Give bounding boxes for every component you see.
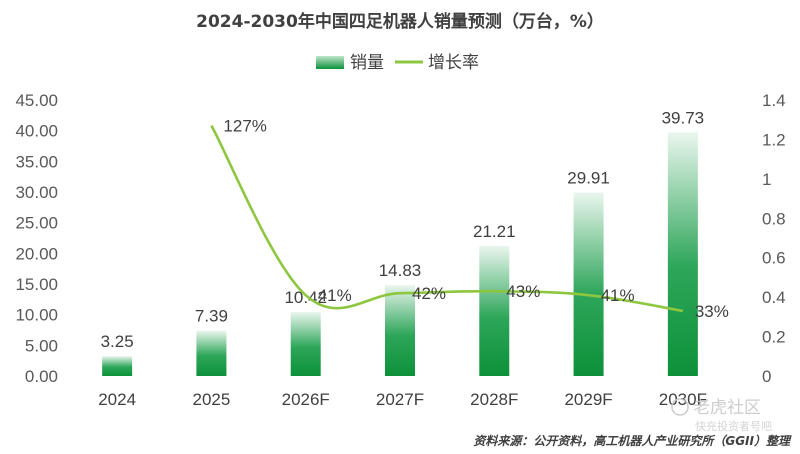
bar <box>196 330 227 376</box>
y-axis-right: 0 0.2 0.4 0.6 0.8 1 1.2 1.4 <box>762 91 786 386</box>
y-left-tick: 25.00 <box>15 214 58 233</box>
y-axis-left: 0.00 5.00 10.00 15.00 20.00 25.00 30.00 35.00 40… <box>15 91 58 386</box>
x-tick: 2025 <box>193 390 231 409</box>
x-tick: 2029F <box>564 390 612 409</box>
y-right-tick: 1 <box>762 170 771 189</box>
y-left-tick: 15.00 <box>15 275 58 294</box>
bars <box>102 132 698 376</box>
bar-label: 14.83 <box>379 261 422 280</box>
legend-swatch-bar <box>316 56 344 69</box>
x-tick: 2027F <box>376 390 424 409</box>
growth-line <box>210 124 684 313</box>
bar <box>573 192 604 376</box>
bar-label: 39.73 <box>662 108 705 127</box>
growth-label: 42% <box>412 284 446 303</box>
y-right-tick: 1.4 <box>762 91 786 110</box>
y-left-tick: 40.00 <box>15 122 58 141</box>
y-right-tick: 0.2 <box>762 328 786 347</box>
bar <box>102 356 133 376</box>
y-right-tick: 0.6 <box>762 249 786 268</box>
growth-label: 41% <box>318 286 352 305</box>
y-right-tick: 1.2 <box>762 130 786 149</box>
bar <box>290 312 321 376</box>
bar-label: 29.91 <box>567 169 610 188</box>
bar <box>479 245 510 376</box>
x-tick: 2024 <box>98 390 136 409</box>
growth-labels: 127% 41% 42% 43% 41% 33% <box>223 117 728 321</box>
growth-label: 127% <box>223 117 266 136</box>
x-axis: 2024 2025 2026F 2027F 2028F 2029F 2030F <box>98 390 707 409</box>
source-note: 资料来源：公开资料，高工机器人产业研究所（GGII）整理 <box>473 434 792 448</box>
bar <box>667 132 698 376</box>
growth-label: 33% <box>695 302 729 321</box>
y-left-tick: 10.00 <box>15 306 58 325</box>
watermark: 老虎社区 快充投资者号吧 <box>671 398 772 433</box>
tiger-logo-icon <box>671 398 689 416</box>
y-left-tick: 0.00 <box>25 367 58 386</box>
bar <box>385 285 415 376</box>
legend-label-line: 增长率 <box>428 53 479 73</box>
y-left-tick: 45.00 <box>15 91 58 110</box>
bar-label: 3.25 <box>101 332 134 351</box>
x-tick: 2028F <box>470 390 518 409</box>
y-left-tick: 35.00 <box>15 152 58 171</box>
watermark-main: 老虎社区 <box>693 398 761 418</box>
y-right-tick: 0.4 <box>762 288 786 307</box>
growth-label: 41% <box>601 286 635 305</box>
y-left-tick: 30.00 <box>15 183 58 202</box>
y-right-tick: 0 <box>762 367 771 386</box>
growth-label: 43% <box>506 282 540 301</box>
growth-line-path <box>210 124 684 313</box>
x-tick: 2026F <box>282 390 330 409</box>
bar-label: 21.21 <box>473 222 516 241</box>
watermark-sub: 快充投资者号吧 <box>695 419 772 433</box>
y-left-tick: 20.00 <box>15 244 58 263</box>
y-left-tick: 5.00 <box>25 336 58 355</box>
y-right-tick: 0.8 <box>762 209 786 228</box>
chart-title: 2024-2030年中国四足机器人销量预测（万台，%） <box>196 11 604 32</box>
bar-label: 7.39 <box>195 307 228 326</box>
legend-label-bar: 销量 <box>350 53 384 73</box>
legend: 销量 增长率 <box>316 53 479 73</box>
